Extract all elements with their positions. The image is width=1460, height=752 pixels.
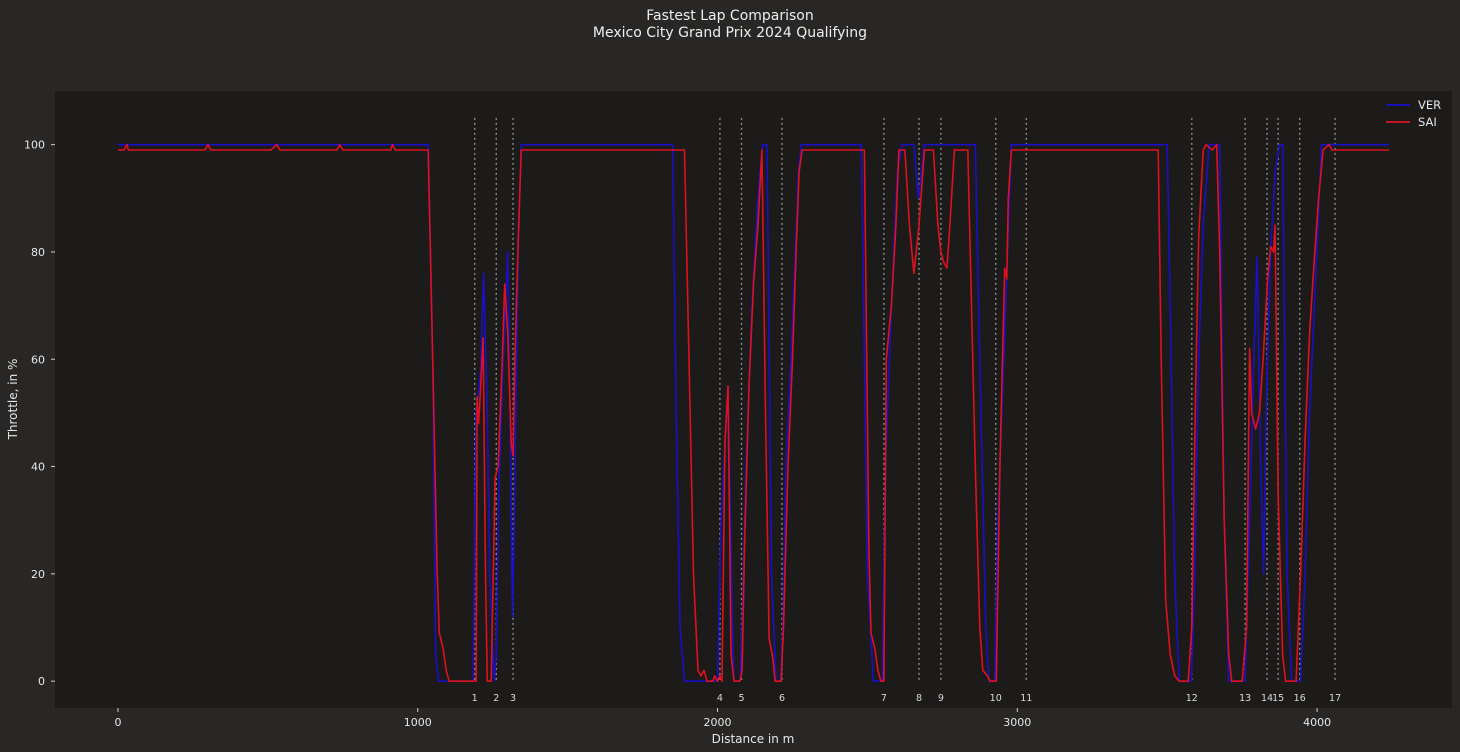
x-tick-label: 3000 [1003, 716, 1031, 729]
corner-label-14: 14 [1261, 693, 1273, 704]
x-axis-label: Distance in m [712, 732, 795, 746]
x-tick-label: 2000 [704, 716, 732, 729]
y-axis-ticks: 0 20 40 60 80 100 [24, 139, 55, 688]
y-tick-label: 80 [31, 246, 45, 259]
legend-label-sai: SAI [1418, 115, 1437, 129]
corner-label-2: 2 [493, 693, 499, 704]
corner-label-10: 10 [990, 693, 1002, 704]
y-axis-label: Throttle, in % [6, 359, 20, 441]
x-tick-label: 4000 [1303, 716, 1331, 729]
corner-label-6: 6 [779, 693, 785, 704]
corner-label-13: 13 [1239, 693, 1251, 704]
corner-label-15: 15 [1272, 693, 1284, 704]
y-tick-label: 20 [31, 568, 45, 581]
chart-subtitle: Mexico City Grand Prix 2024 Qualifying [593, 25, 867, 41]
corner-label-7: 7 [881, 693, 887, 704]
corner-label-9: 9 [938, 693, 944, 704]
plot-area [55, 91, 1452, 708]
series-line-sai [118, 143, 1389, 682]
corner-label-11: 11 [1020, 693, 1032, 704]
corner-label-12: 12 [1186, 693, 1198, 704]
corner-label-5: 5 [738, 693, 744, 704]
legend: VER SAI [1386, 98, 1441, 129]
series-line-ver [118, 143, 1389, 682]
y-tick-label: 40 [31, 461, 45, 474]
x-axis-ticks: 0 1000 2000 3000 4000 [114, 708, 1331, 729]
x-tick-label: 1000 [404, 716, 432, 729]
y-tick-label: 60 [31, 353, 45, 366]
legend-label-ver: VER [1418, 98, 1441, 112]
series-lines [118, 143, 1389, 682]
y-tick-label: 0 [38, 675, 45, 688]
corner-label-1: 1 [472, 693, 478, 704]
corner-label-8: 8 [916, 693, 922, 704]
chart-title: Fastest Lap Comparison [646, 8, 814, 24]
corner-label-16: 16 [1294, 693, 1306, 704]
corner-label-3: 3 [510, 693, 516, 704]
corner-label-4: 4 [717, 693, 723, 704]
y-tick-label: 100 [24, 139, 45, 152]
x-tick-label: 0 [114, 716, 121, 729]
corner-label-17: 17 [1329, 693, 1341, 704]
